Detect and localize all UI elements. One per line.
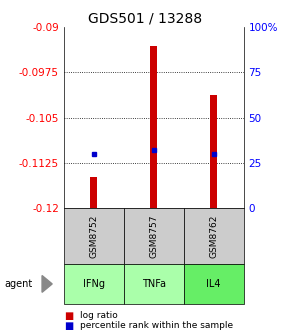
Bar (150, 46, 157, 208)
Text: agent: agent (4, 279, 32, 289)
Text: GSM8757: GSM8757 (149, 214, 158, 258)
Text: percentile rank within the sample: percentile rank within the sample (80, 322, 233, 330)
Text: IL4: IL4 (206, 279, 221, 289)
Text: GSM8762: GSM8762 (209, 214, 218, 258)
Text: ■: ■ (64, 311, 73, 321)
Bar (210, 95, 217, 208)
Text: GSM8752: GSM8752 (89, 214, 98, 258)
Text: IFNg: IFNg (83, 279, 105, 289)
Bar (90, 177, 97, 208)
Text: ■: ■ (64, 321, 73, 331)
Text: GDS501 / 13288: GDS501 / 13288 (88, 12, 202, 26)
Text: TNFa: TNFa (142, 279, 166, 289)
Text: log ratio: log ratio (80, 311, 117, 320)
